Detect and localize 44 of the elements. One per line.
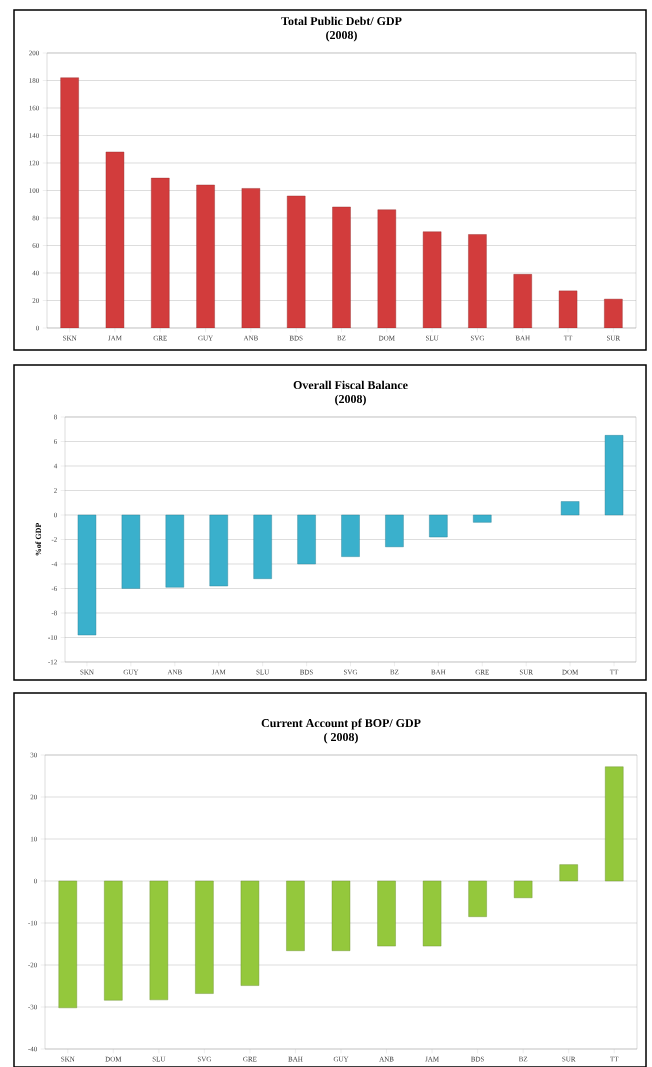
bar — [287, 195, 306, 328]
bar — [558, 290, 578, 328]
bar — [240, 880, 260, 986]
bar — [513, 880, 533, 898]
bar — [377, 880, 396, 947]
bar — [604, 435, 624, 516]
bar — [165, 514, 185, 588]
bar — [196, 184, 215, 328]
bar — [429, 514, 448, 538]
bar — [331, 880, 351, 951]
bar — [422, 231, 442, 328]
bar — [77, 514, 97, 636]
bar — [332, 206, 351, 328]
bar — [104, 880, 123, 1001]
bar — [385, 514, 404, 548]
bar — [341, 514, 360, 557]
bar — [286, 880, 305, 951]
bar — [253, 514, 272, 579]
chart-title: Total Public Debt/ GDP — [281, 16, 402, 26]
bar — [473, 514, 492, 523]
bar — [559, 864, 578, 882]
bar — [241, 188, 261, 328]
bar — [468, 880, 487, 917]
bar — [149, 880, 169, 1001]
chart-subtitle: ( 2008) — [324, 732, 358, 744]
bar — [209, 514, 228, 587]
chart-subtitle: (2008) — [326, 30, 357, 42]
chart-title: Overall Fiscal Balance — [293, 380, 408, 390]
bar — [121, 514, 141, 589]
bar — [377, 209, 397, 328]
bar — [422, 880, 442, 947]
bar — [560, 501, 580, 516]
chart-subtitle: (2008) — [335, 394, 366, 406]
bar — [604, 298, 623, 328]
bar — [195, 880, 214, 994]
bar — [297, 514, 316, 565]
bar — [151, 177, 170, 328]
bar — [468, 234, 487, 328]
chart-title: Current Account pf BOP/ GDP — [261, 718, 421, 730]
bar — [105, 151, 125, 328]
bar — [513, 274, 532, 328]
bar — [58, 880, 77, 1009]
bar — [60, 77, 79, 328]
bar — [605, 766, 624, 882]
